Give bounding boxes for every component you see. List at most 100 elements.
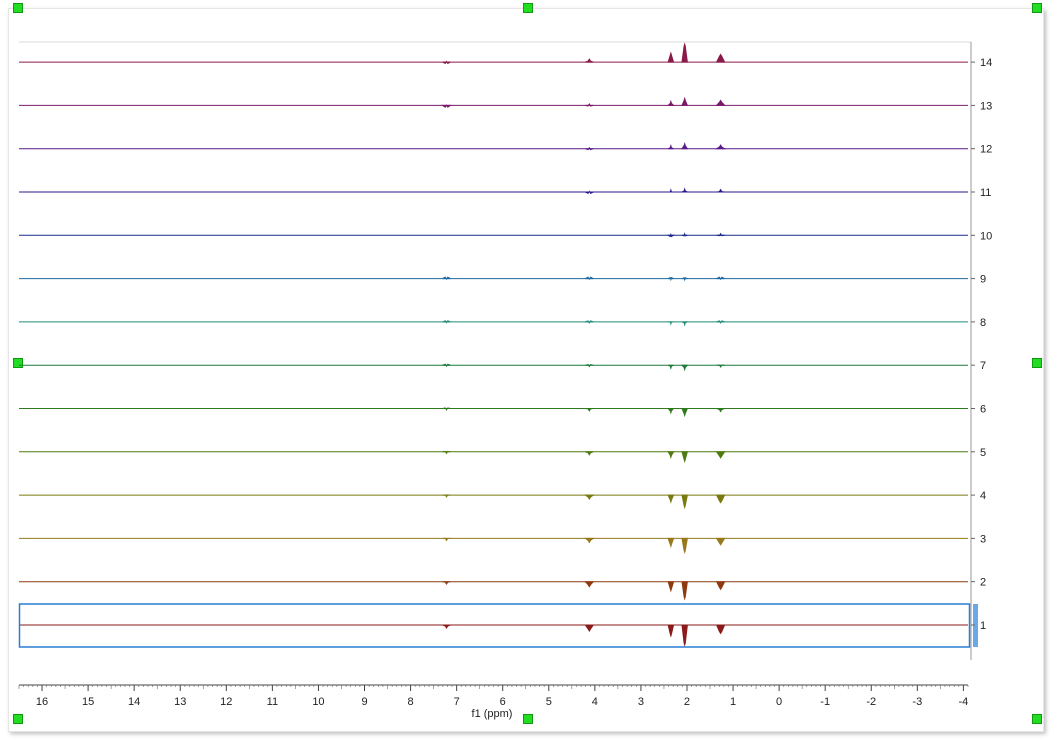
trace-3-peak-2	[583, 537, 595, 544]
y-tick-label-7: 7	[980, 360, 986, 372]
trace-11-peak-3	[668, 188, 674, 193]
x-tick-label-5: 5	[546, 696, 552, 708]
x-tick-label-4: 4	[592, 696, 598, 708]
trace-7-peak-5	[716, 364, 725, 368]
trace-11-peak-2	[585, 190, 594, 195]
trace-9	[19, 276, 968, 282]
resize-handle-bottom-left[interactable]	[13, 714, 23, 724]
y-tick-label-6: 6	[980, 404, 986, 416]
trace-5-peak-2	[585, 451, 594, 456]
resize-handle-top-right[interactable]	[1032, 3, 1042, 13]
resize-handle-top-center[interactable]	[523, 3, 533, 13]
trace-3-peak-3	[667, 537, 675, 549]
trace-13-peak-1	[440, 104, 453, 108]
x-tick-label-3: 3	[638, 696, 644, 708]
trace-5-peak-3	[667, 451, 675, 460]
trace-2-peak-2	[584, 581, 595, 588]
y-tick-label-12: 12	[980, 144, 992, 156]
trace-3	[19, 537, 968, 555]
trace-6-peak-5	[716, 408, 725, 413]
trace-5-peak-4	[681, 451, 689, 464]
trace-10	[19, 232, 968, 238]
x-tick-label--1: -1	[820, 696, 830, 708]
selection-group	[18, 603, 978, 648]
trace-8-peak-5	[716, 320, 725, 324]
x-tick-label--3: -3	[912, 696, 922, 708]
x-axis: 16 15 14 13 12 11 10 9 8 7 6 5 4 3 2 1 0 -1 -2 -3 -4	[18, 41, 971, 708]
trace-1	[19, 624, 968, 647]
x-tick-label-14: 14	[128, 696, 140, 708]
x-tick-label-11: 11	[267, 696, 278, 708]
trace-13-peak-4	[681, 96, 689, 106]
resize-handle-middle-left[interactable]	[13, 358, 23, 368]
trace-14-peak-1	[442, 60, 451, 65]
trace-9-peak-5	[716, 276, 725, 281]
trace-14-peak-3	[667, 51, 675, 63]
x-tick-label-6: 6	[500, 696, 506, 708]
y-tick-label-9: 9	[980, 274, 986, 286]
trace-5-peak-1	[442, 450, 451, 455]
x-axis-label: f1 (ppm)	[472, 708, 513, 720]
x-tick-label--2: -2	[866, 696, 876, 708]
trace-12-peak-3	[667, 143, 674, 150]
trace-8-peak-2	[585, 320, 594, 324]
trace-14-peak-5	[715, 53, 726, 63]
x-tick-label-7: 7	[454, 696, 460, 708]
x-tick-label-13: 13	[174, 696, 186, 708]
resize-handle-middle-right[interactable]	[1032, 358, 1042, 368]
y-tick-label-13: 13	[980, 100, 992, 112]
trace-10-peak-3	[666, 232, 676, 238]
trace-2-peak-1	[442, 581, 451, 586]
trace-12-peak-2	[585, 146, 594, 151]
trace-4-peak-3	[667, 494, 675, 504]
trace-14-peak-2	[585, 58, 594, 63]
y-tick-label-2: 2	[980, 577, 986, 589]
trace-3-peak-1	[442, 537, 451, 542]
trace-7	[19, 363, 968, 372]
resize-handle-bottom-center[interactable]	[523, 714, 533, 724]
trace-6-peak-2	[585, 408, 594, 412]
trace-1-peak-5	[715, 624, 726, 635]
resize-handle-top-left[interactable]	[13, 3, 23, 13]
trace-6-peak-3	[667, 408, 675, 415]
trace-6-peak-1	[442, 407, 451, 411]
trace-14-peak-4	[681, 42, 688, 63]
trace-1-peak-2	[584, 624, 595, 632]
traces-group	[19, 42, 968, 647]
trace-2	[19, 581, 968, 601]
trace-3-peak-4	[681, 537, 688, 555]
trace-11-peak-4	[681, 187, 688, 193]
trace-9-peak-2	[585, 276, 594, 281]
trace-8-peak-3	[668, 321, 674, 326]
trace-11-peak-5	[716, 188, 725, 193]
y-tick-label-3: 3	[980, 533, 986, 545]
chart-frame	[8, 8, 1044, 732]
y-tick-label-10: 10	[980, 230, 992, 242]
trace-5-peak-5	[715, 451, 726, 459]
trace-11	[19, 187, 968, 195]
trace-6	[19, 407, 968, 418]
trace-4-peak-5	[715, 494, 726, 504]
selected-trace-indicator	[973, 604, 978, 647]
trace-7-peak-4	[680, 364, 689, 372]
trace-13-peak-3	[666, 99, 675, 106]
trace-9-peak-1	[442, 276, 451, 281]
y-tick-label-11: 11	[980, 187, 991, 199]
x-tick-label-9: 9	[361, 696, 367, 708]
x-tick-label-12: 12	[220, 696, 232, 708]
y-tick-label-5: 5	[980, 447, 986, 459]
resize-handle-bottom-right[interactable]	[1032, 714, 1042, 724]
x-tick-label-0: 0	[776, 696, 782, 708]
x-tick-label-16: 16	[36, 696, 48, 708]
trace-7-peak-1	[442, 363, 451, 368]
trace-9-peak-3	[667, 276, 674, 282]
y-tick-label-4: 4	[980, 490, 986, 502]
selected-trace-box	[18, 603, 971, 648]
trace-2-peak-4	[681, 581, 688, 601]
trace-4	[19, 494, 968, 510]
trace-5	[19, 450, 968, 464]
x-tick-label-2: 2	[684, 696, 690, 708]
trace-2-peak-3	[667, 581, 675, 593]
